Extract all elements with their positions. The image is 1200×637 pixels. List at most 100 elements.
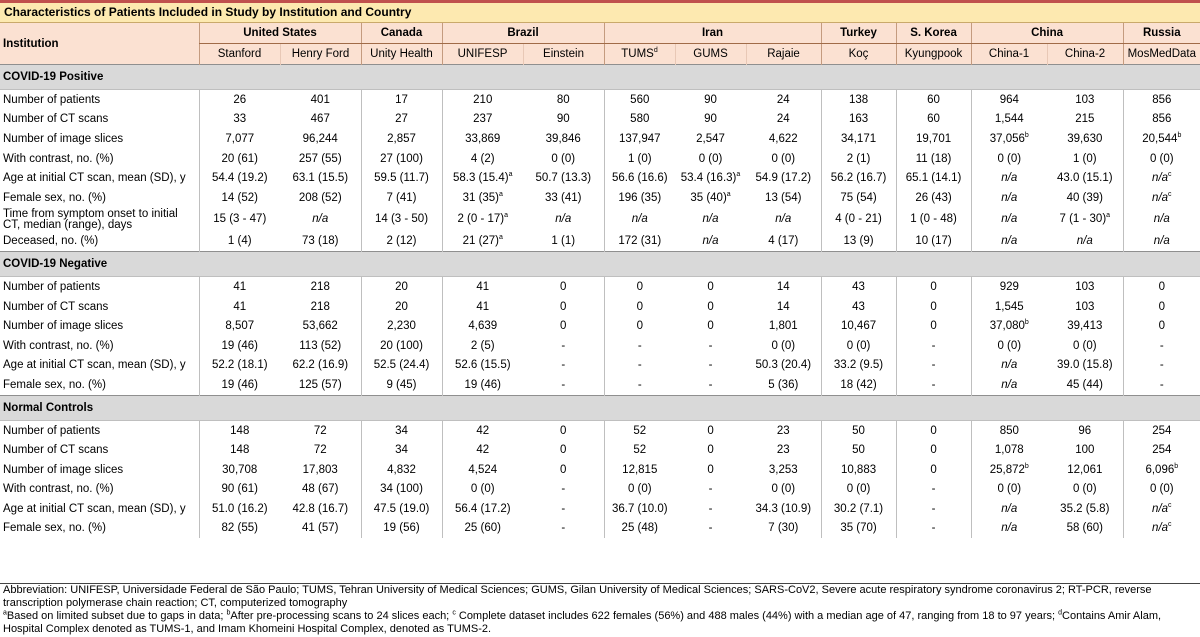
table-cell: 1 (0 - 48) [895, 207, 972, 232]
cell-value: 0 (0) [997, 152, 1022, 165]
table-cell: 50 [820, 420, 897, 441]
footnote-marker: c [1168, 190, 1172, 198]
table-cell: 25,872b [970, 459, 1048, 480]
table-cell: 0 [603, 316, 676, 336]
row-label: Female sex, no. (%) [0, 375, 199, 395]
table-row: Female sex, no. (%) 14 (52) 208 (52) 7 (41)… [0, 187, 1200, 208]
cell-value: 0 (0) [1149, 483, 1174, 496]
cell-value: 103 [1075, 300, 1095, 313]
cell-value: 0 [930, 300, 937, 313]
cell-value: 100 [1075, 444, 1095, 457]
cell-value: 26 (43) [915, 191, 952, 204]
cell-value: - [708, 378, 713, 391]
table-cell: - [675, 480, 746, 500]
cell-value: 850 [999, 424, 1019, 437]
cell-value: 58 (60) [1066, 522, 1103, 535]
table-cell: 254 [1122, 420, 1200, 441]
table-cell: 56.4 (17.2) [441, 499, 523, 519]
table-cell: 20,544b [1122, 129, 1200, 149]
country-header: Canada [360, 23, 442, 44]
table-cell: 237 [441, 109, 523, 130]
table-cell: 90 [675, 110, 746, 130]
table-cell: 929 [970, 276, 1048, 297]
cell-value: 0 [1158, 320, 1165, 333]
cell-value: 53.4 (16.3) [680, 172, 737, 185]
cell-value: n/a [1001, 235, 1018, 248]
table-cell: 39.0 (15.8) [1047, 356, 1123, 376]
table-row: Number of CT scans 148 72 34 42 0 52 0 23 50 0 1,07… [0, 440, 1200, 460]
table-cell: 27 (100) [360, 148, 442, 169]
table-cell: 73 (18) [280, 232, 361, 252]
table-cell: 35 (70) [820, 518, 897, 539]
table-cell: 24 [746, 90, 821, 110]
table-cell: n/ac [1122, 518, 1200, 539]
table-cell: n/ac [1122, 168, 1200, 188]
cell-value: 2 (5) [470, 339, 495, 352]
table-cell: 0 [895, 459, 972, 480]
table-cell: 2,547 [675, 129, 746, 149]
cell-value: n/a [1001, 359, 1018, 372]
table-cell: 34.3 (10.9) [746, 499, 821, 519]
cell-value: - [708, 502, 713, 515]
cell-value: 257 (55) [298, 152, 342, 165]
cell-value: 0 [930, 444, 937, 457]
table-row: Number of patients 41 218 20 41 0 0 0 14 43 0 929 10… [0, 276, 1200, 297]
row-label-text: Female sex, no. (%) [3, 191, 106, 204]
footnotes: Abbreviation: UNIFESP, Universidade Fede… [0, 583, 1200, 636]
table-cell: 7 (30) [746, 519, 821, 539]
cell-value: 2,230 [387, 320, 416, 333]
table-cell: 0 [675, 460, 746, 480]
table-row: Female sex, no. (%) 19 (46) 125 (57) 9 (45)… [0, 375, 1200, 396]
cell-value: 137,947 [618, 132, 661, 145]
table-cell: 39,630 [1047, 129, 1123, 149]
cell-value: 12,061 [1067, 463, 1103, 476]
table-cell: 103 [1047, 277, 1123, 297]
institution-column-header: China-1 [970, 43, 1048, 65]
table-cell: 26 [198, 89, 280, 110]
cell-value: 13 (9) [843, 235, 874, 248]
section-title: COVID-19 Positive [0, 64, 1200, 90]
footnote-marker: b [226, 609, 231, 617]
institution-column-header: Unity Health [360, 43, 442, 65]
cell-value: 401 [310, 93, 330, 106]
institution-name: Kyungpook [904, 48, 963, 60]
table-row: Number of CT scans 33 467 27 237 90 580 90 24 163… [0, 109, 1200, 130]
table-cell: 401 [280, 90, 361, 110]
table-cell: 0 (0) [746, 336, 821, 356]
table-cell: 4 (0 - 21) [820, 207, 897, 232]
table-cell: 34,171 [820, 129, 897, 149]
country-header: Brazil [441, 23, 605, 44]
cell-value: 39,846 [545, 132, 581, 145]
table-cell: n/a [970, 207, 1048, 232]
table-cell: 218 [280, 297, 361, 317]
table-cell: 0 [1122, 316, 1200, 336]
cell-value: 1,801 [768, 320, 798, 333]
table-cell: - [675, 499, 746, 519]
table-cell: 0 (0) [970, 148, 1048, 169]
table-cell: 34 [360, 420, 442, 441]
cell-value: 35.2 (5.8) [1060, 502, 1110, 515]
table-cell: 48 (67) [280, 480, 361, 500]
table-cell: - [895, 518, 972, 539]
cell-value: 856 [1152, 93, 1172, 106]
table-cell: - [1122, 335, 1200, 356]
institution-column-header: TUMSd [603, 43, 676, 65]
table-cell: 0 (0) [675, 149, 746, 169]
country-header-row: Institution United States Canada Brazil Ira… [0, 23, 1200, 65]
cell-value: - [637, 339, 642, 352]
table-cell: 215 [1047, 110, 1123, 130]
cell-value: 0 (0) [997, 339, 1022, 352]
table-cell: 23 [746, 440, 821, 460]
cell-value: 2,547 [696, 132, 725, 145]
table-cell: 11 (18) [895, 148, 972, 169]
table-cell: 0 (0) [746, 480, 821, 500]
table-cell: 82 (55) [198, 518, 280, 539]
cell-value: 8,507 [225, 320, 255, 333]
table-row: Time from symptom onset to initial CT, me… [0, 207, 1200, 232]
table-cell: 100 [1047, 440, 1123, 460]
cell-value: - [931, 522, 936, 535]
cell-value: 25,872 [989, 463, 1025, 476]
table-cell: 257 (55) [280, 149, 361, 169]
cell-value: n/a [1153, 235, 1170, 248]
table-cell: 53,662 [280, 316, 361, 336]
